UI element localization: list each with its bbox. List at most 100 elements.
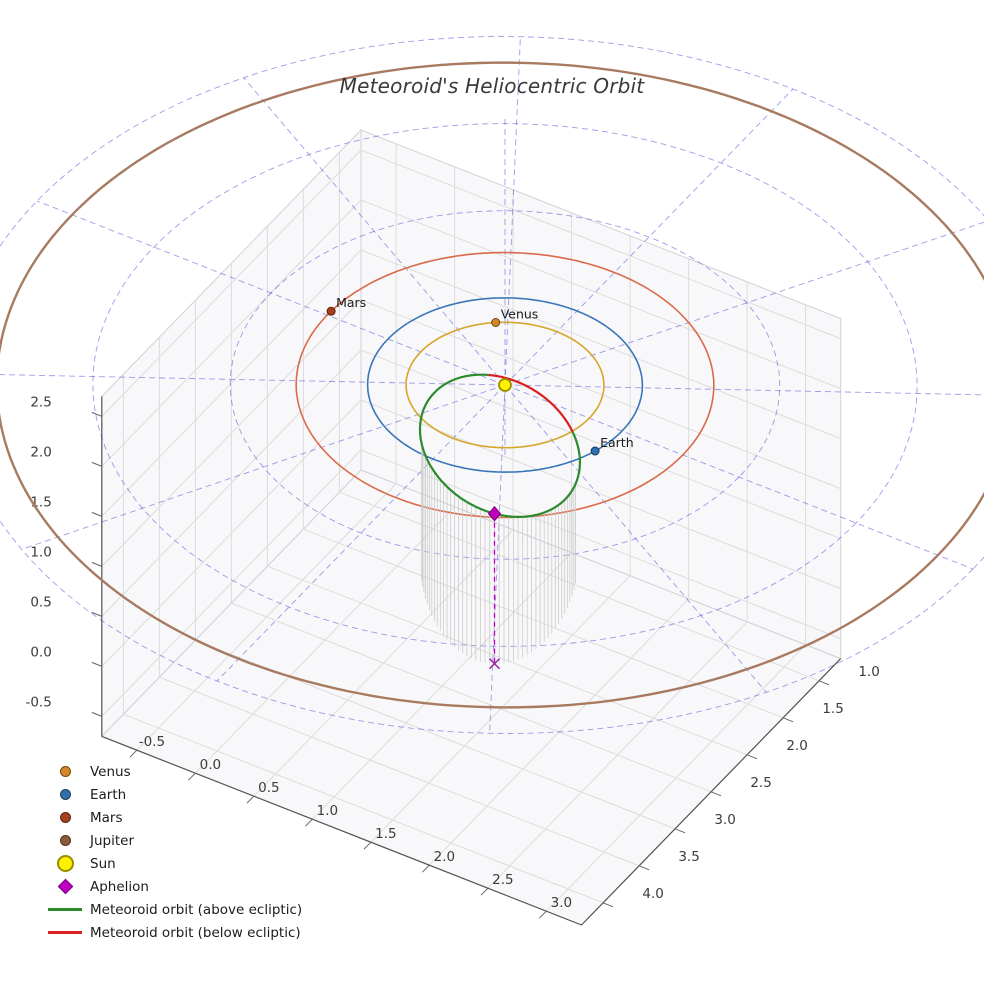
planet-markers: Venus Earth Mars [326,295,634,456]
y-tick-mark [674,828,686,834]
polar-grid-spoke [504,384,974,570]
z-tick-label: 2.5 [30,394,51,410]
meteoroid-orbit-above-ecliptic [418,373,582,519]
aphelion-diamond-marker [487,505,502,522]
legend-label: Jupiter [90,832,135,849]
polar-grid-spoke [21,384,506,550]
grid-z-back-wall [360,149,841,340]
z-tick-mark [91,461,102,467]
grid-z-back-wall [360,249,841,440]
x-tick-mark [422,864,430,873]
legend-line-icon [44,931,86,934]
legend-item: Earth [44,783,302,806]
sun-marker [498,378,512,392]
orbit-earth [366,297,644,473]
chart-title: Meteoroid's Heliocentric Orbit [339,74,645,98]
z-tick-mark [91,411,102,417]
x-tick-mark [246,795,255,804]
z-tick-mark [91,561,102,567]
y-tick-label: 3.0 [714,812,735,828]
y-tick-mark [818,680,830,686]
x-tick-label: 2.0 [434,849,455,865]
orbit-jupiter [0,61,984,709]
meteoroid-orbit [418,373,582,519]
polar-grid-spoke [504,221,984,386]
grid-z-left-wall [101,449,362,717]
axis-tick-labels: -0.5 0.0 0.5 1.0 1.5 2.0 2.5 3.0 1.0 1.5 2.0 2.5 3.0… [25,394,879,911]
legend-label: Meteoroid orbit (above ecliptic) [90,901,303,918]
polar-grid-spoke [489,384,506,734]
legend: Venus Earth Mars Jupiter Sun Aphelion Meteoroi… [44,760,302,944]
x-tick-mark [363,841,372,850]
planet-marker-mars [326,306,336,316]
x-tick-label: 1.5 [375,826,396,842]
legend-dot-icon [44,812,86,823]
orbit-venus [405,321,605,449]
grid-y-floor [159,676,640,867]
grid-z-left-wall [101,299,362,567]
z-tick-mark [91,711,102,717]
y-tick-mark [602,902,614,908]
planet-marker-earth [590,446,600,456]
grid-y-floor [231,602,712,793]
grid-z-left-wall [101,349,362,617]
polar-grid-spoke [0,374,506,386]
y-tick-mark [782,717,794,723]
legend-item: Sun [44,852,302,875]
grid-y-floor [267,565,748,756]
y-tick-mark [746,754,758,760]
legend-item: Meteoroid orbit (above ecliptic) [44,898,302,921]
z-tick-mark [91,661,102,667]
polar-grid-spoke [504,384,767,693]
x-tick-label: -0.5 [139,734,165,750]
grid-y-floor [339,491,820,682]
x-tick-label: 3.0 [551,895,572,911]
legend-item: Aphelion [44,875,302,898]
legend-label: Sun [90,855,116,872]
polar-grid-spoke [243,77,506,386]
x-axis-line [101,735,582,926]
z-tick-label: 1.0 [30,544,51,560]
grid-y-floor [303,528,784,719]
x-tick-label: 0.5 [258,780,279,796]
meteoroid-orbit-below-ecliptic [488,373,574,433]
polar-grid-spoke [504,384,984,396]
planet-label-mars: Mars [336,295,366,310]
y-tick-mark [638,865,650,871]
polar-grid-spoke [504,88,794,386]
y-tick-label: 4.0 [642,886,663,902]
legend-dot-icon [44,766,86,777]
legend-dot-large-icon [44,855,86,872]
legend-item: Venus [44,760,302,783]
aphelion-ground-x-icon [488,658,501,670]
y-tick-label: 2.0 [786,738,807,754]
z-tick-label: 2.0 [30,444,51,460]
legend-label: Meteoroid orbit (below ecliptic) [90,924,301,941]
legend-line-icon [44,908,86,911]
grid-z-back-wall [360,349,841,540]
x-tick-mark [305,818,313,827]
polar-grid-spoke [216,384,506,682]
y-tick-label: 1.0 [858,664,879,680]
axes-gridlines [101,143,841,912]
grid-z-left-wall [101,199,362,467]
grid-y-floor [123,713,604,904]
grid-z-left-wall [101,149,362,417]
legend-label: Mars [90,809,123,826]
legend-item: Meteoroid orbit (below ecliptic) [44,921,302,944]
planet-label-venus: Venus [501,307,539,322]
planet-marker-venus [491,318,501,327]
legend-label: Venus [90,763,131,780]
grid-z-left-wall [101,249,362,517]
legend-item: Jupiter [44,829,302,852]
planet-label-earth: Earth [600,435,634,450]
legend-label: Aphelion [90,878,149,895]
legend-dot-icon [44,789,86,800]
z-tick-label: 0.0 [30,644,51,660]
aphelion-group [487,505,502,670]
x-tick-label: 1.0 [317,803,338,819]
axis-ticks [91,411,830,919]
polar-grid-spoke [36,200,506,386]
y-tick-label: 3.5 [678,849,699,865]
